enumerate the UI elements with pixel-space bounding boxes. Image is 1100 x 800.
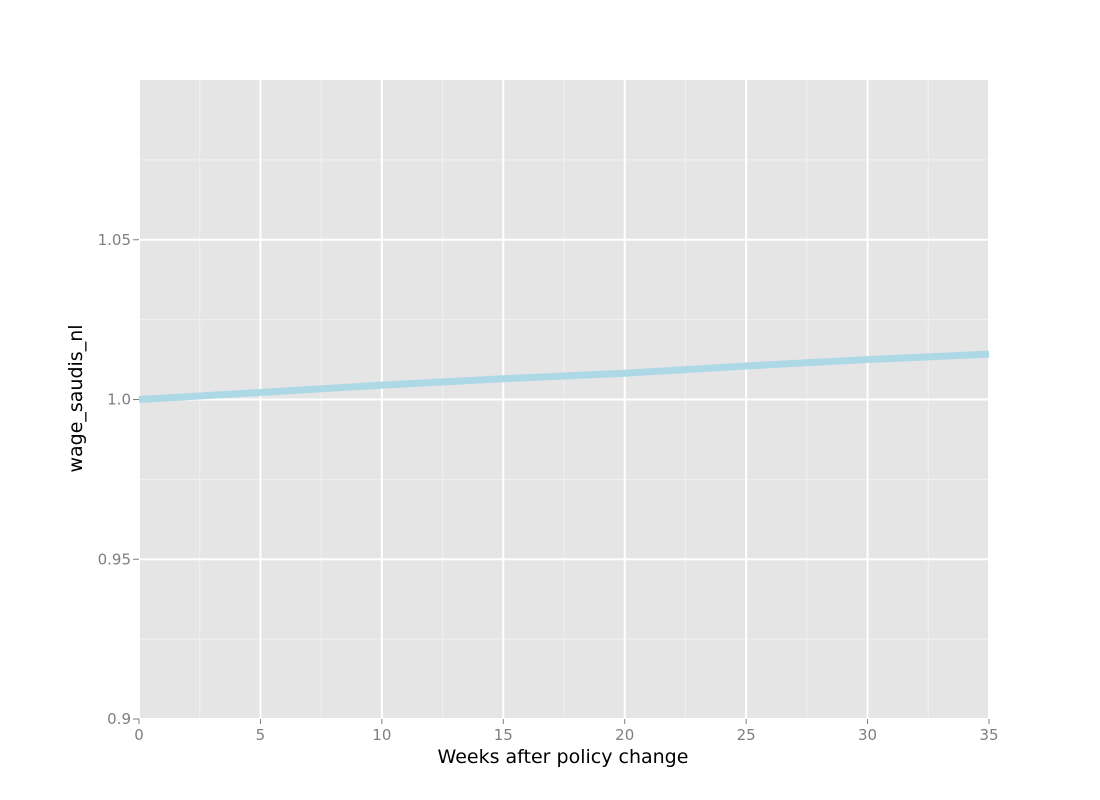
- y-tick-label: 0.9: [107, 710, 131, 728]
- x-tick-label: 20: [615, 726, 634, 744]
- series-layer: [138, 350, 990, 403]
- y-axis-title: wage_saudis_nl: [65, 324, 87, 472]
- y-axis: 0.9 0.95 1.0 1.05: [98, 231, 139, 728]
- x-axis-title: Weeks after policy change: [438, 746, 689, 768]
- x-tick-label: 0: [134, 726, 144, 744]
- y-tick-label: 1.05: [98, 231, 131, 249]
- x-axis: 0 5 10 15 20 25 30 35: [134, 719, 999, 744]
- x-tick-label: 15: [494, 726, 513, 744]
- x-tick-label: 35: [979, 726, 998, 744]
- series-line: [138, 350, 990, 403]
- major-grid: [138, 80, 990, 720]
- y-tick-label: 1.0: [107, 391, 131, 409]
- x-tick-label: 10: [372, 726, 391, 744]
- y-tick-label: 0.95: [98, 550, 131, 568]
- x-tick-label: 25: [737, 726, 756, 744]
- x-tick-label: 5: [256, 726, 266, 744]
- x-tick-label: 30: [858, 726, 877, 744]
